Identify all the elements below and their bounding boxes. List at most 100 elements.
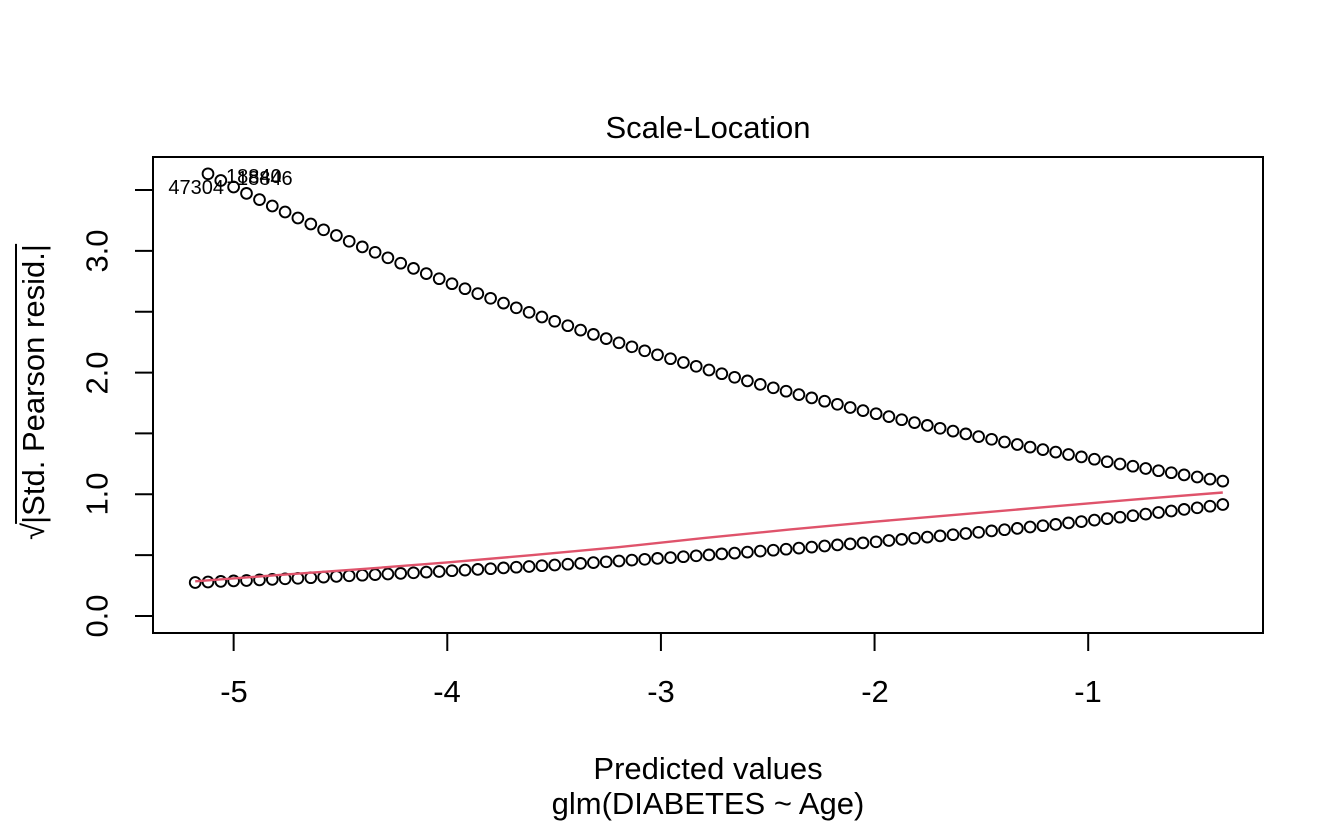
- data-point: [1139, 507, 1153, 521]
- data-point: [432, 272, 446, 286]
- data-point: [985, 432, 998, 446]
- data-point: [702, 548, 716, 562]
- data-point: [394, 256, 408, 270]
- data-point: [1100, 512, 1114, 525]
- y-axis-title-radicand: |Std. Pearson resid.|: [15, 244, 51, 524]
- data-point: [471, 563, 485, 576]
- data-point: [484, 562, 497, 576]
- x-tick-label-minus1: -1: [1074, 674, 1102, 709]
- data-point: [651, 348, 664, 362]
- data-point: [818, 394, 831, 408]
- data-point: [985, 524, 998, 538]
- data-point: [805, 391, 819, 405]
- data-point: [638, 552, 652, 566]
- data-point: [561, 557, 575, 571]
- data-point: [368, 245, 382, 259]
- data-point: [972, 430, 985, 443]
- data-point: [869, 535, 883, 549]
- data-point: [471, 287, 485, 300]
- data-point: [959, 427, 973, 441]
- data-point: [882, 534, 896, 547]
- data-point: [856, 536, 870, 550]
- data-point: [1139, 462, 1153, 475]
- y-tick-label-1: 1.0: [79, 472, 115, 516]
- data-point: [381, 567, 395, 581]
- data-point: [1062, 516, 1075, 530]
- data-point: [1049, 518, 1063, 531]
- data-point: [638, 344, 652, 358]
- data-point: [265, 573, 279, 586]
- data-point: [201, 575, 215, 589]
- data-point: [240, 187, 253, 200]
- data-point: [715, 547, 729, 561]
- data-point: [407, 566, 420, 580]
- data-point: [497, 296, 510, 310]
- data-point: [304, 217, 318, 231]
- data-point: [587, 556, 600, 569]
- data-point: [677, 550, 690, 564]
- data-point: [214, 575, 228, 588]
- model-caption: glm(DIABETES ~ Age): [551, 786, 865, 821]
- data-point: [753, 378, 767, 391]
- data-point: [214, 174, 228, 187]
- data-point: [831, 397, 844, 411]
- data-point: [458, 282, 472, 296]
- data-point: [664, 551, 677, 564]
- data-point: [843, 537, 857, 551]
- data-point: [741, 374, 754, 388]
- data-point: [959, 527, 973, 540]
- data-point: [278, 205, 292, 219]
- data-point: [355, 568, 369, 582]
- data-point: [419, 267, 433, 280]
- data-point: [1010, 522, 1024, 535]
- data-point: [1113, 510, 1127, 524]
- data-point: [1216, 474, 1230, 488]
- data-point: [1126, 509, 1140, 523]
- data-point: [998, 523, 1011, 537]
- data-point: [715, 367, 729, 381]
- data-point: [920, 419, 934, 432]
- data-point: [1088, 452, 1101, 466]
- data-point: [317, 223, 330, 237]
- data-point: [1164, 504, 1178, 518]
- smooth-line: [195, 491, 1223, 583]
- chart-title: Scale-Location: [605, 110, 811, 145]
- y-axis-title: √|Std. Pearson resid.|: [15, 244, 51, 540]
- data-point: [407, 262, 420, 275]
- data-point: [574, 323, 587, 337]
- x-tick-label-minus5: -5: [220, 674, 248, 709]
- data-point: [792, 541, 806, 555]
- point-label-47304: 47304: [168, 177, 224, 199]
- data-point: [330, 570, 343, 583]
- data-point: [227, 574, 240, 588]
- data-point: [419, 565, 433, 579]
- y-axis-ticks: [135, 189, 153, 617]
- data-point: [227, 180, 240, 194]
- data-point: [317, 570, 330, 584]
- data-point: [188, 576, 202, 589]
- upper-branch-residuals-points: [201, 167, 1230, 488]
- data-point: [445, 564, 459, 578]
- data-point: [253, 193, 266, 206]
- point-label-18840: 18840: [226, 166, 282, 188]
- data-point: [689, 359, 703, 373]
- data-point: [1177, 468, 1191, 482]
- x-axis-title: Predicted values: [593, 751, 823, 786]
- data-point: [240, 574, 253, 587]
- data-point: [1023, 520, 1037, 534]
- data-point: [522, 560, 536, 573]
- data-point: [509, 560, 523, 574]
- data-point: [497, 561, 510, 575]
- data-point: [1126, 459, 1140, 473]
- data-point: [1075, 515, 1088, 528]
- data-point: [702, 363, 716, 377]
- data-point: [535, 310, 549, 324]
- data-point: [509, 301, 523, 315]
- data-point: [1152, 464, 1165, 478]
- lower-branch-residuals-points: [188, 498, 1230, 589]
- data-point: [805, 540, 819, 554]
- data-point: [651, 552, 664, 565]
- y-tick-label-3: 3.0: [79, 229, 115, 273]
- x-tick-label-minus4: -4: [433, 674, 461, 709]
